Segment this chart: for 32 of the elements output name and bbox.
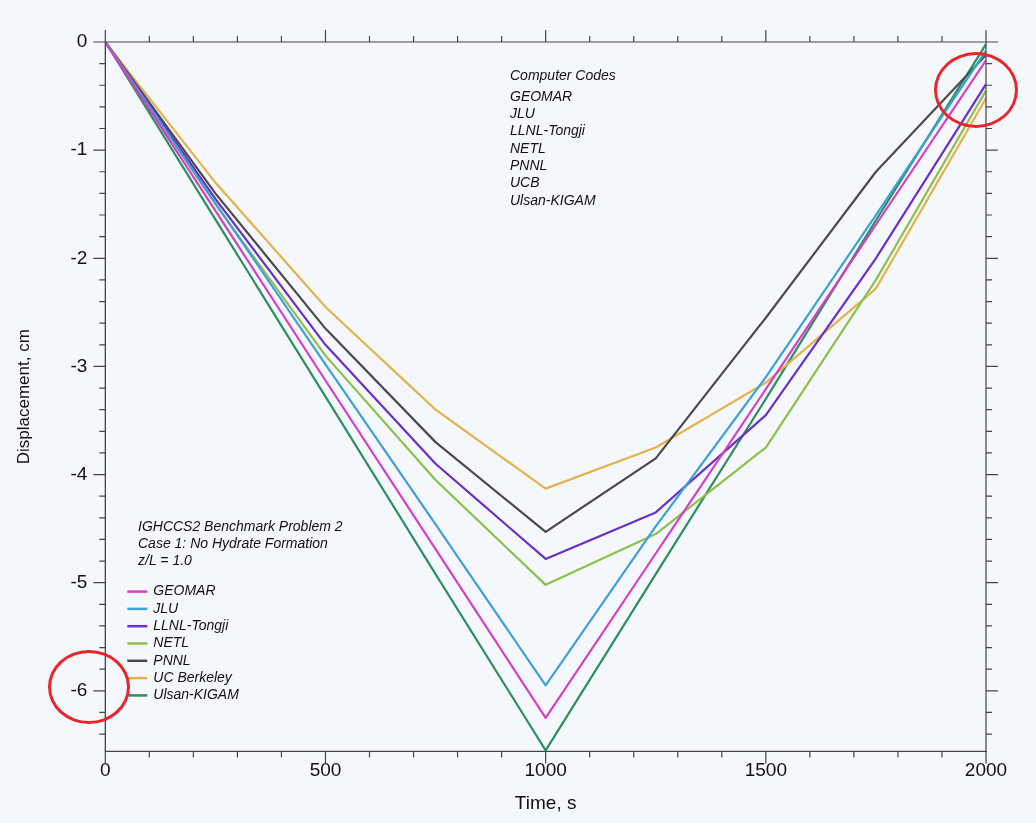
- y-tick-label: -1: [70, 138, 88, 160]
- annotation: Ulsan-KIGAM: [510, 191, 596, 208]
- y-tick-label: -2: [70, 246, 88, 268]
- legend-label: JLU: [152, 599, 180, 616]
- legend-label: Ulsan-KIGAM: [153, 686, 240, 703]
- x-tick-label: 1000: [524, 759, 567, 781]
- annotation: z/L = 1.0: [137, 552, 193, 569]
- annotation: LLNL-Tongji: [510, 122, 586, 139]
- y-tick-label: -4: [70, 462, 88, 484]
- annotation: IGHCCS2 Benchmark Problem 2: [138, 517, 343, 534]
- y-tick-label: -5: [70, 570, 88, 592]
- annotation: UCB: [510, 174, 540, 191]
- legend-label: PNNL: [153, 651, 191, 668]
- annotation: GEOMAR: [510, 87, 573, 104]
- x-axis-title: Time, s: [514, 791, 577, 813]
- legend-label: NETL: [153, 634, 190, 651]
- annotation: Computer Codes: [510, 66, 616, 83]
- legend-label: GEOMAR: [153, 582, 216, 599]
- annotation: JLU: [509, 105, 536, 122]
- legend-label: LLNL-Tongji: [153, 617, 230, 634]
- x-tick-label: 0: [100, 759, 111, 781]
- annotation: PNNL: [510, 157, 548, 174]
- y-axis-title: Displacement, cm: [13, 329, 33, 465]
- x-tick-label: 500: [309, 759, 342, 781]
- y-tick-label: 0: [76, 30, 88, 52]
- x-tick-label: 2000: [964, 759, 1008, 781]
- y-tick-label: -3: [70, 354, 88, 376]
- annotation: NETL: [510, 139, 546, 156]
- annotation: Case 1: No Hydrate Formation: [138, 535, 329, 552]
- y-tick-label: -6: [70, 679, 88, 701]
- x-tick-label: 1500: [744, 759, 787, 781]
- legend-label: UC Berkeley: [153, 668, 233, 685]
